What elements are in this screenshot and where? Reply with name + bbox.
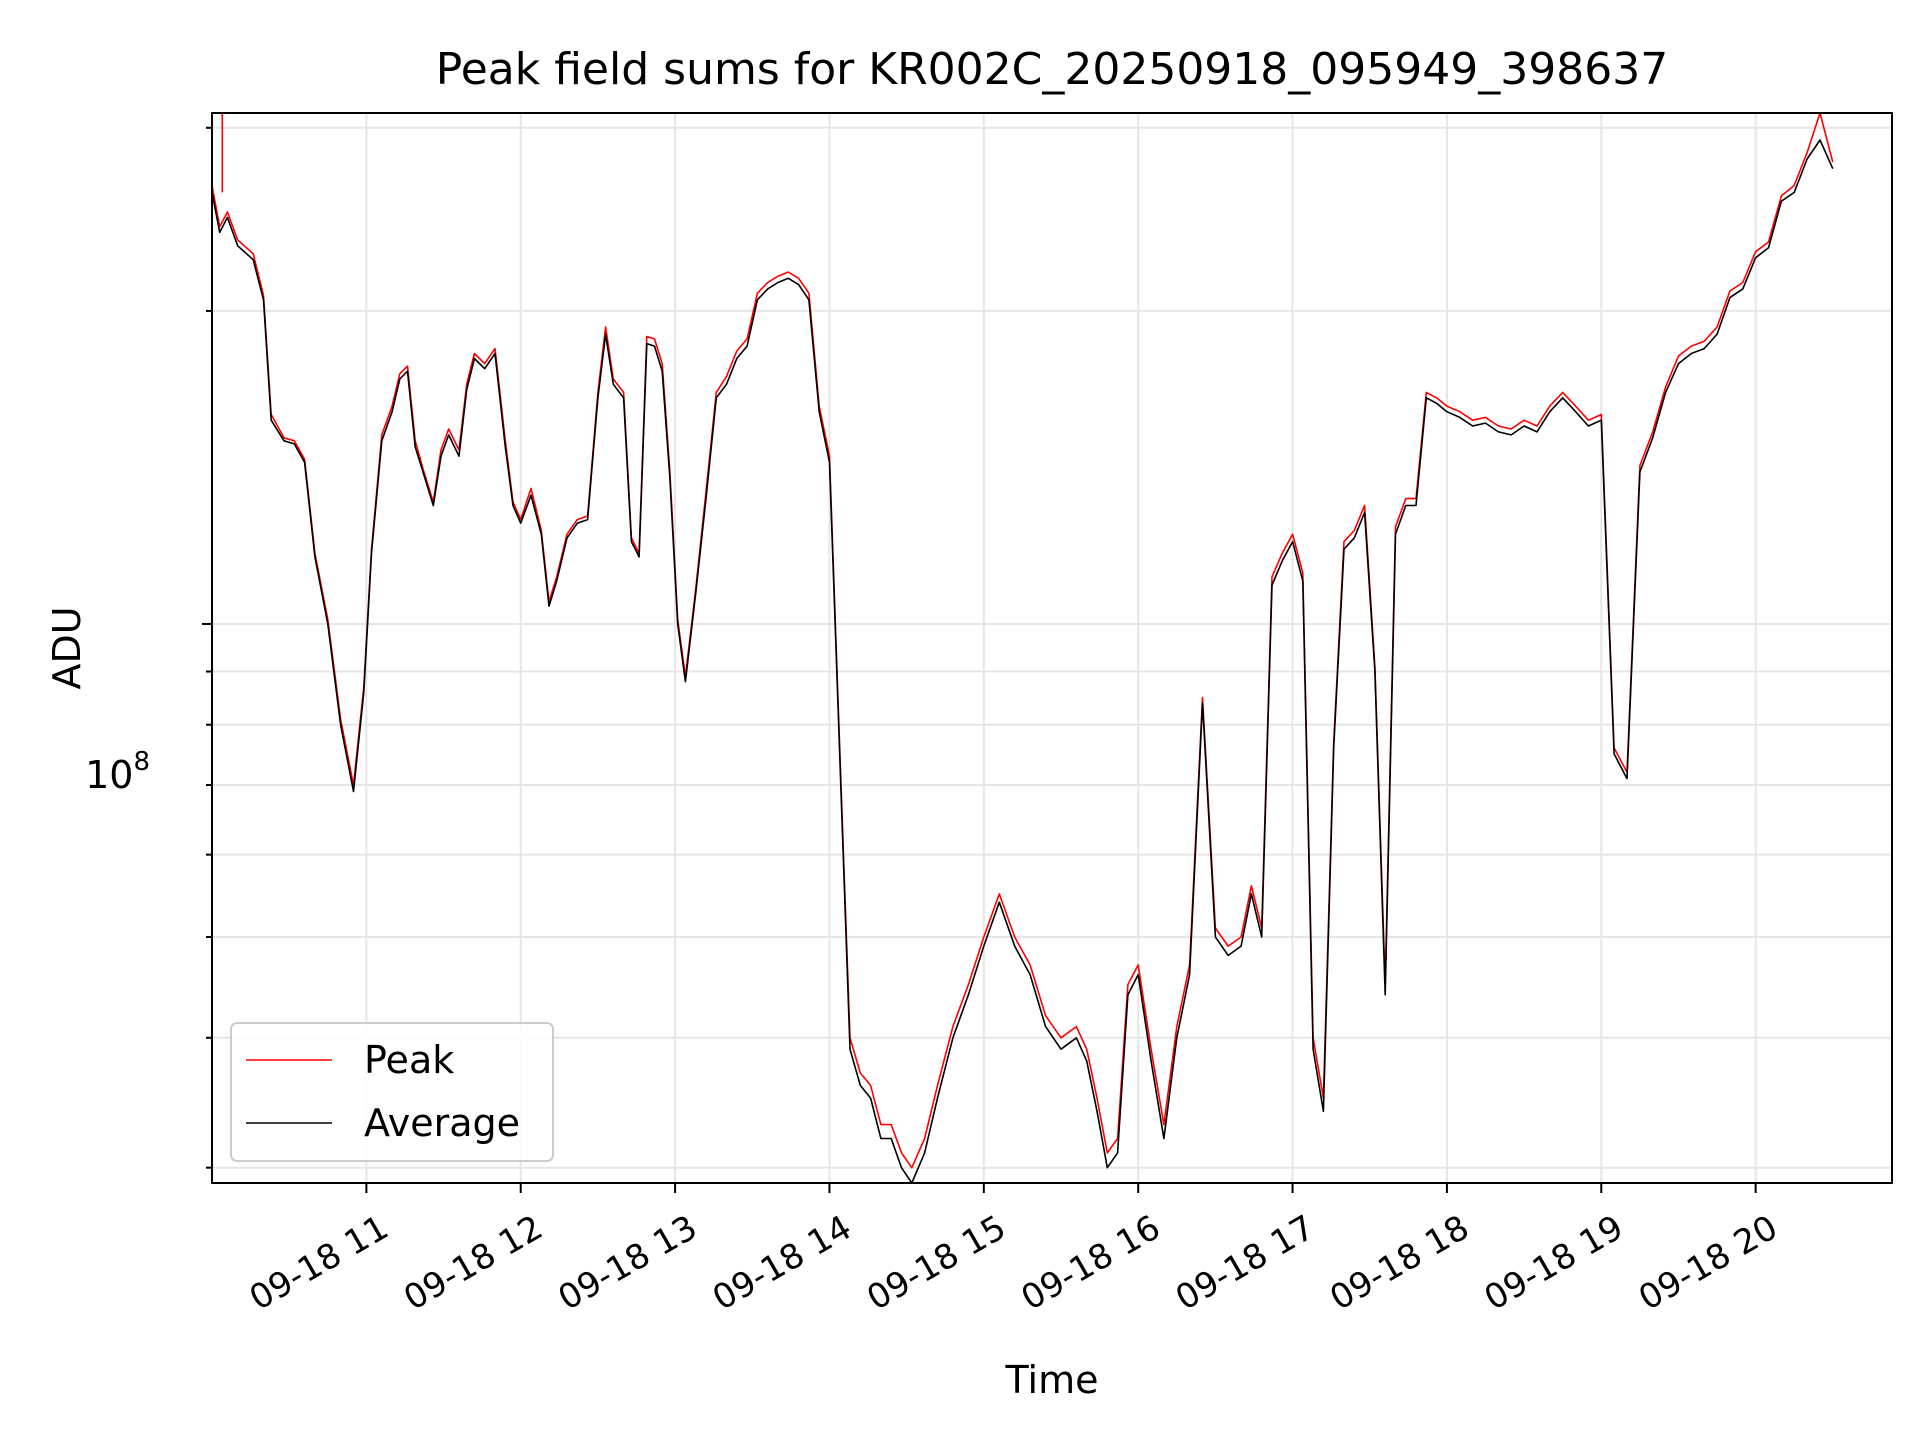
x-tick-label: 09-18 18 — [1323, 1208, 1475, 1319]
x-tick-label: 09-18 13 — [552, 1208, 704, 1319]
x-tick-label: 09-18 14 — [706, 1208, 858, 1319]
series-line-average — [211, 139, 1834, 1184]
chart-title: Peak field sums for KR002C_20250918_0959… — [436, 44, 1668, 95]
y-tick-exponent: 8 — [133, 747, 150, 777]
x-tick-label: 09-18 17 — [1169, 1208, 1321, 1319]
series-line-peak — [211, 112, 1834, 1169]
x-axis-ticks: 09-18 11 09-18 12 09-18 13 09-18 14 09-18 15… — [243, 1183, 1785, 1319]
x-tick-label: 09-18 11 — [243, 1208, 395, 1319]
y-tick-label-1e8: 108 — [85, 747, 150, 797]
svg-text:108: 108 — [85, 747, 150, 797]
series-lines — [211, 112, 1834, 1184]
legend-label-peak: Peak — [364, 1038, 454, 1082]
y-tick-base: 10 — [85, 753, 133, 797]
x-tick-label: 09-18 20 — [1632, 1208, 1784, 1319]
y-axis-label: ADU — [45, 606, 89, 689]
x-tick-label: 09-18 15 — [860, 1208, 1012, 1319]
legend-box — [230, 1022, 554, 1162]
x-axis-label: Time — [1005, 1358, 1099, 1402]
x-tick-label: 09-18 12 — [397, 1208, 549, 1319]
legend: Peak Average — [230, 1022, 554, 1162]
y-axis-ticks — [202, 126, 212, 1169]
x-tick-label: 09-18 16 — [1015, 1208, 1167, 1319]
plot-frame — [211, 112, 1893, 1184]
legend-label-average: Average — [364, 1101, 520, 1145]
x-tick-label: 09-18 19 — [1478, 1208, 1630, 1319]
